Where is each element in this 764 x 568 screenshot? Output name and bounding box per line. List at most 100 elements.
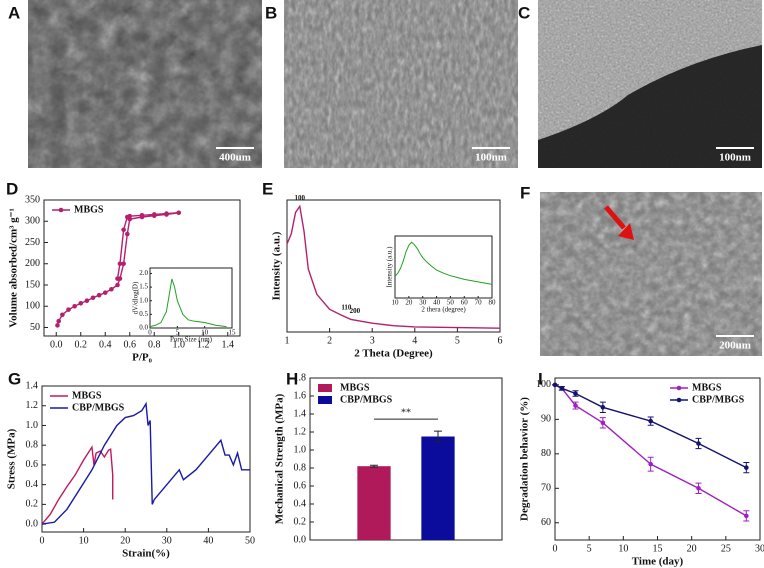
y-tick-label: 0.4 (294, 498, 307, 509)
marker (90, 295, 96, 301)
marker (56, 318, 61, 324)
legend-label: MBGS (340, 382, 370, 393)
legend-marker (58, 207, 64, 213)
micrograph-texture (284, 0, 518, 168)
y-tick-label: 250 (25, 237, 40, 248)
scale-bar-label: 100nm (475, 152, 507, 164)
marker (151, 212, 157, 217)
x-axis-label: 2 thera (degree) (421, 306, 466, 314)
y-tick-label: 1.4 (26, 380, 39, 391)
x-tick-label: 0 (40, 535, 45, 546)
arrow-shaft (604, 205, 626, 230)
series-line (394, 241, 493, 285)
legend-label: CBP/MBGS (692, 394, 745, 405)
x-tick-label: 5 (455, 335, 460, 346)
x-axis-label: Pore Size (nm) (170, 336, 213, 344)
y-tick-label: 50 (30, 322, 40, 333)
x-tick-label: 20 (405, 299, 413, 307)
y-tick-label: 70 (541, 483, 551, 494)
marker (125, 231, 130, 237)
y-tick-label: 0.8 (26, 439, 39, 450)
y-tick-label: 0.8 (294, 462, 307, 473)
x-tick-label: 40 (203, 535, 213, 546)
marker (696, 485, 701, 491)
panel-label: I (538, 369, 543, 388)
marker (78, 300, 84, 306)
legend-marker (676, 397, 682, 403)
legend-label: MBGS (74, 204, 104, 215)
bar (357, 466, 391, 540)
x-tick-label: 80 (489, 299, 497, 307)
x-tick-label: 15 (229, 329, 237, 337)
y-tick-label: 300 (25, 216, 40, 227)
panel-label: D (6, 179, 18, 198)
y-tick-label: 0.6 (26, 459, 39, 470)
scale-bar-label: 200um (719, 340, 751, 352)
x-tick-label: 1.0 (173, 339, 186, 350)
marker (125, 214, 130, 220)
marker (121, 227, 126, 233)
micrograph-texture (28, 0, 262, 168)
x-tick-label: 10 (201, 329, 209, 337)
x-tick-label: 50 (245, 535, 255, 546)
scale-bar-label: 100nm (719, 152, 751, 164)
panel-label: F (520, 183, 530, 202)
annotation: 200 (350, 307, 361, 315)
legend-label: MBGS (72, 390, 102, 401)
marker (573, 403, 578, 408)
x-axis-label: Time (day) (632, 556, 684, 568)
y-tick-label: 1.0 (139, 296, 148, 304)
error-bar (434, 430, 442, 443)
marker (164, 211, 169, 216)
panel-label: G (8, 369, 21, 388)
legend-label: CBP/MBGS (72, 402, 125, 413)
y-tick-label: 80 (541, 448, 551, 459)
x-tick-label: 0.2 (75, 339, 88, 350)
marker (115, 276, 120, 281)
x-tick-label: 20 (687, 543, 697, 554)
y-tick-label: 90 (541, 414, 551, 425)
x-tick-label: 0.8 (148, 339, 161, 350)
marker (176, 210, 182, 216)
y-tick-label: 0.0 (139, 324, 148, 332)
y-tick-label: 0.6 (294, 480, 307, 491)
y-axis-label: Intensity (a.u.) (386, 246, 394, 288)
series-line (286, 204, 501, 329)
x-tick-label: 1.2 (197, 339, 210, 350)
marker (139, 213, 145, 218)
x-tick-label: 10 (79, 535, 89, 546)
x-tick-label: 5 (587, 543, 592, 554)
y-axis-label: Intensity (a.u.) (271, 231, 283, 300)
x-axis-label: P/P₀ (132, 352, 152, 364)
series-line (56, 212, 179, 326)
dark-region (538, 45, 762, 168)
marker (60, 312, 65, 318)
y-tick-label: 1.2 (26, 400, 39, 411)
marker (573, 391, 578, 396)
marker (600, 420, 606, 426)
y-tick-label: 350 (25, 194, 40, 205)
marker (648, 461, 653, 467)
marker (559, 386, 565, 391)
x-tick-label: 2 (327, 335, 332, 346)
x-tick-label: 60 (461, 299, 469, 307)
error-bar (370, 464, 378, 468)
marker (696, 441, 701, 446)
annotation: 110 (341, 303, 352, 311)
series-line (149, 278, 227, 328)
annotation: ** (401, 407, 411, 418)
y-tick-label: 0.5 (139, 310, 148, 318)
x-tick-label: 20 (120, 535, 130, 546)
plot-frame (309, 377, 503, 541)
annotation: 100 (295, 194, 306, 202)
x-tick-label: 3 (370, 335, 375, 346)
bar (421, 436, 455, 540)
x-tick-label: 0 (553, 543, 558, 554)
legend-swatch (318, 396, 332, 404)
panel-label: E (262, 179, 273, 198)
x-tick-label: 40 (433, 299, 441, 307)
y-tick-label: 1.8 (294, 372, 307, 383)
marker (102, 290, 108, 295)
y-tick-label: 1.5 (139, 283, 148, 291)
